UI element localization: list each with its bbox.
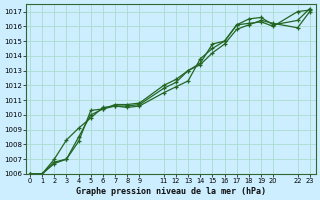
X-axis label: Graphe pression niveau de la mer (hPa): Graphe pression niveau de la mer (hPa) — [76, 187, 266, 196]
